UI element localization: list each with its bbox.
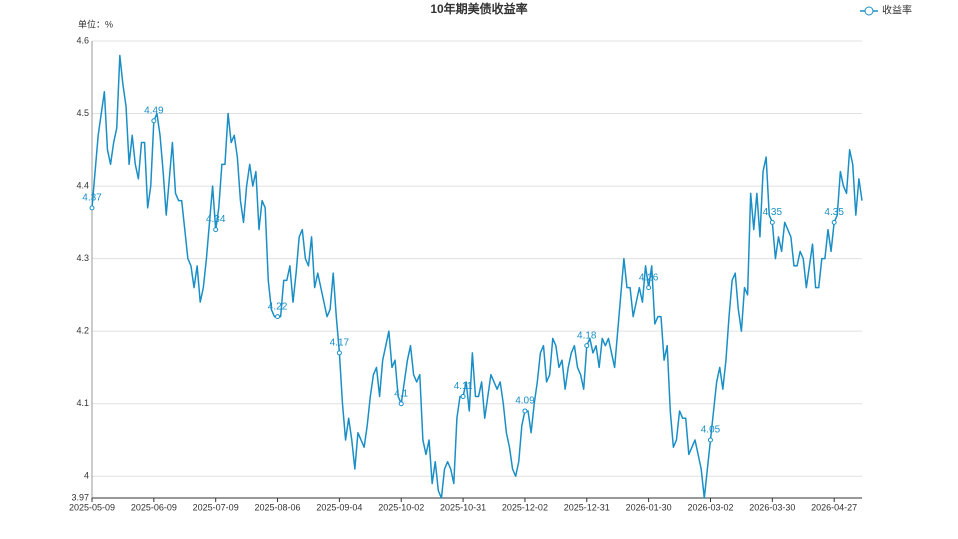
- data-label: 4.35: [763, 207, 783, 218]
- point: [213, 227, 219, 233]
- y-tick-label: 4.3: [76, 253, 89, 263]
- data-label: 4.1: [394, 388, 408, 399]
- y-tick-label: 4: [84, 471, 89, 481]
- x-tick-label: 2026-03-02: [687, 502, 733, 512]
- point: [275, 314, 281, 320]
- x-tick-label: 2026-01-30: [626, 502, 672, 512]
- point: [646, 285, 652, 291]
- point: [769, 219, 775, 225]
- data-label: 4.18: [577, 330, 597, 341]
- legend-marker: [864, 6, 874, 16]
- x-tick-label: 2025-08-06: [255, 502, 301, 512]
- line: [91, 54, 863, 499]
- x-tick-label: 2025-06-09: [131, 502, 177, 512]
- y-tick-label: 3.97: [71, 492, 89, 502]
- x-tick-label: 2025-09-04: [316, 502, 362, 512]
- x-tick-label: 2025-07-09: [193, 502, 239, 512]
- y-tick-label: 4.4: [76, 180, 89, 190]
- point: [398, 401, 404, 407]
- data-label: 4.22: [268, 301, 288, 312]
- data-label: 4.37: [82, 192, 102, 203]
- point: [522, 408, 528, 414]
- y-tick-label: 4.1: [76, 398, 89, 408]
- x-tick-label: 2025-05-09: [69, 502, 115, 512]
- point: [707, 437, 713, 443]
- chart-title: 10年期美债收益率: [430, 1, 527, 16]
- data-label: 4.09: [515, 396, 535, 407]
- point: [460, 393, 466, 399]
- data-label: 4.35: [824, 207, 844, 218]
- x-tick-label: 2025-10-31: [440, 502, 486, 512]
- point: [584, 343, 590, 349]
- point: [89, 205, 95, 211]
- y-tick-label: 4.6: [76, 35, 89, 45]
- x-tick-label: 2026-04-27: [811, 502, 857, 512]
- data-label: 4.05: [701, 425, 721, 436]
- point: [831, 219, 837, 225]
- y-axis-label: 单位：%: [78, 18, 113, 29]
- data-label: 4.49: [144, 105, 164, 116]
- x-tick-label: 2025-12-02: [502, 502, 548, 512]
- y-tick-label: 4.2: [76, 326, 89, 336]
- data-label: 4.11: [454, 381, 473, 392]
- y-tick-label: 4.5: [76, 108, 89, 118]
- point: [336, 350, 342, 356]
- data-label: 4.34: [206, 214, 226, 225]
- point: [151, 118, 157, 124]
- x-tick-label: 2025-10-02: [378, 502, 424, 512]
- data-label: 4.26: [639, 272, 659, 283]
- legend-label: 收益率: [882, 4, 912, 17]
- data-label: 4.17: [330, 338, 350, 349]
- x-tick-label: 2026-03-30: [749, 502, 795, 512]
- x-tick-label: 2025-12-31: [564, 502, 610, 512]
